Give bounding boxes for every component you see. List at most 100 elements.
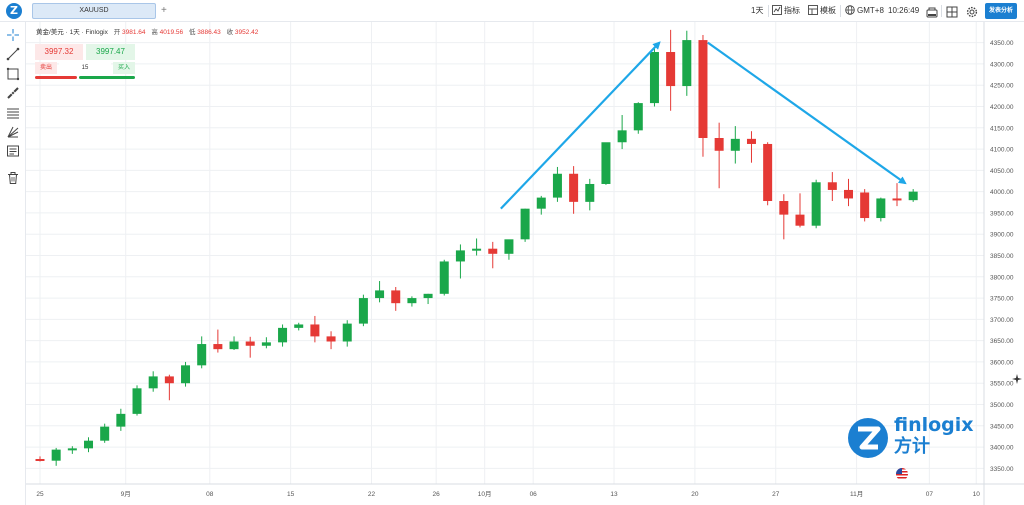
candle-body	[181, 365, 191, 384]
candle-body	[520, 208, 530, 240]
layout-button[interactable]	[946, 5, 958, 23]
legend-open-value: 3981.64	[122, 29, 146, 36]
templates-icon	[808, 5, 818, 15]
candle-body	[375, 290, 385, 299]
legend-low-label: 低	[188, 29, 196, 36]
y-tick-label: 4000.00	[990, 189, 1014, 196]
y-tick-label: 4100.00	[990, 147, 1014, 154]
x-tick-label: 20	[691, 491, 699, 498]
y-tick-label: 4350.00	[990, 40, 1014, 47]
y-tick-label: 3800.00	[990, 274, 1014, 281]
trendline-tool[interactable]	[6, 47, 20, 61]
candle-body	[536, 197, 546, 209]
candle-body	[649, 52, 659, 104]
timezone-selector[interactable]: GMT+8	[845, 4, 884, 18]
measure-tool[interactable]	[6, 86, 20, 100]
trade-widget: 3997.32 3997.47 卖出 15 买入	[35, 44, 135, 102]
settings-icon	[966, 6, 978, 18]
rectangle-tool[interactable]	[6, 67, 20, 81]
candle-body	[714, 138, 724, 151]
symbol-tab[interactable]: XAUUSD	[32, 3, 156, 19]
trend-arrow	[500, 41, 661, 210]
sell-button[interactable]: 卖出	[35, 62, 57, 74]
x-tick-label: 07	[926, 491, 934, 498]
globe-icon	[845, 5, 855, 15]
settings-button[interactable]	[966, 5, 978, 23]
y-tick-label: 4050.00	[990, 168, 1014, 175]
candle-body	[779, 201, 789, 215]
candle-body	[407, 298, 417, 304]
x-tick-label: 08	[206, 491, 214, 498]
x-tick-label: 15	[287, 491, 295, 498]
trend-arrow	[707, 41, 907, 185]
delete-drawings-tool[interactable]	[6, 171, 20, 185]
candle-body	[358, 298, 368, 324]
clock-time: 10:26:49	[888, 6, 920, 15]
x-tick-label: 13	[610, 491, 618, 498]
candle-body	[617, 130, 627, 143]
candle-body	[730, 138, 740, 151]
y-tick-label: 3350.00	[990, 466, 1014, 473]
legend-low-value: 3886.43	[197, 29, 221, 36]
candle-body	[439, 261, 449, 294]
candle-body	[100, 426, 110, 441]
candle-body	[876, 198, 886, 219]
finlogix-logo	[848, 418, 888, 458]
quantity-input[interactable]: 15	[59, 62, 111, 74]
y-tick-label: 3650.00	[990, 338, 1014, 345]
candle-body	[860, 192, 870, 219]
buy-price-button[interactable]: 3997.47	[86, 44, 135, 60]
sparkle-icon[interactable]	[1012, 374, 1022, 384]
legend-high-label: 高	[151, 29, 158, 36]
x-tick-label: 25	[36, 491, 44, 498]
candle-body	[908, 191, 918, 201]
note-tool[interactable]	[6, 144, 20, 158]
x-tick-label: 26	[433, 491, 441, 498]
candle-body	[585, 183, 595, 202]
y-tick-label: 3400.00	[990, 445, 1014, 452]
toolbar-divider	[840, 5, 841, 17]
add-tab-button[interactable]: +	[161, 5, 167, 16]
x-tick-label: 22	[368, 491, 376, 498]
candle-body	[132, 388, 142, 414]
buy-button[interactable]: 买入	[113, 62, 135, 74]
templates-button[interactable]: 模板	[808, 4, 836, 18]
candle-body	[229, 341, 239, 350]
candle-body	[342, 323, 352, 342]
candlestick-chart[interactable]: 4350.00 4300.00 4250.00 4200.00 4150.00 4100.…	[26, 22, 1024, 505]
candle-body	[682, 40, 692, 87]
candle-body	[84, 440, 94, 449]
x-tick-label: 06	[530, 491, 538, 498]
candle-body	[472, 248, 482, 251]
finlogix-watermark: finlogix 方计	[846, 414, 974, 462]
sell-price-button[interactable]: 3997.32	[35, 44, 83, 60]
drawing-toolbar	[0, 22, 26, 505]
candle-body	[391, 290, 401, 304]
y-tick-label: 4200.00	[990, 104, 1014, 111]
crosshair-tool[interactable]	[6, 28, 20, 42]
candle-body	[844, 189, 853, 199]
interval-selector[interactable]: 1天	[751, 6, 764, 15]
toolbar-divider	[768, 5, 769, 17]
candle-body	[455, 250, 465, 262]
candle-body	[552, 173, 562, 198]
y-tick-label: 3850.00	[990, 253, 1014, 260]
candle-body	[601, 142, 611, 184]
indicators-button[interactable]: 指标	[772, 4, 800, 18]
app-logo[interactable]: Z	[6, 3, 22, 19]
x-tick-label: 9月	[121, 490, 131, 498]
candle-body	[892, 198, 902, 201]
y-tick-label: 4250.00	[990, 83, 1014, 90]
x-tick-label: 11月	[850, 490, 863, 498]
x-tick-label: 10月	[478, 490, 492, 498]
chart-type-button[interactable]	[926, 5, 938, 23]
candle-body	[569, 173, 579, 202]
trendline-icon	[6, 47, 20, 61]
publish-analysis-button[interactable]: 发表分析	[985, 3, 1017, 19]
fib-tool[interactable]	[6, 106, 20, 120]
candle-body	[504, 239, 514, 254]
rectangle-icon	[6, 67, 20, 81]
price-chart[interactable]: 4350.00 4300.00 4250.00 4200.00 4150.00 4100.…	[26, 22, 1024, 505]
gann-tool[interactable]	[6, 125, 20, 139]
candle-body	[294, 324, 304, 328]
